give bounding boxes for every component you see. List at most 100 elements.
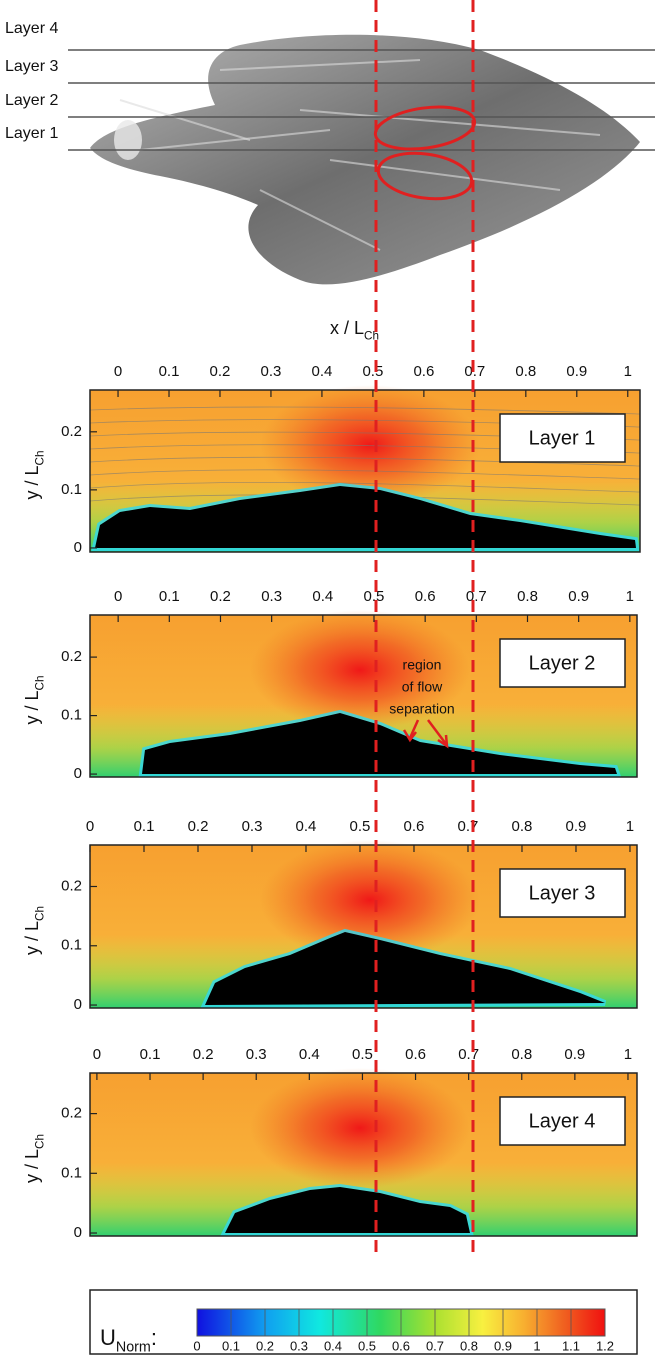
leaf-streak	[299, 109, 601, 136]
y-axis-title-base: y / L	[22, 690, 42, 724]
y-tick-label: 0.2	[61, 1105, 82, 1122]
streamline	[89, 469, 641, 480]
x-tick-label: 0.8	[511, 1046, 532, 1063]
y-axis-title-sub: Ch	[33, 1134, 46, 1149]
title-box	[499, 868, 626, 918]
y-axis-title: y / LCh	[22, 676, 46, 725]
x-tick-label: 0.5	[350, 818, 371, 835]
colorbar-tick-label: 0	[193, 1338, 200, 1353]
body	[142, 713, 617, 774]
leaf-streak	[329, 159, 561, 191]
y-axis-title: y / LCh	[22, 906, 46, 955]
y-tick-label: 0	[74, 996, 82, 1013]
y-axis-title-sub: Ch	[33, 451, 46, 466]
y-tick-label: 0.2	[61, 877, 82, 894]
x-tick-label: 0.5	[352, 1046, 373, 1063]
y-axis-title-base: y / L	[22, 921, 42, 955]
x-tick-label: 0.4	[311, 363, 332, 380]
frame	[89, 1072, 638, 1237]
x-tick-label: 0.1	[140, 1046, 161, 1063]
colorbar-title-end: :	[151, 1325, 157, 1350]
x-tick-label: 0.9	[566, 363, 587, 380]
colorbar-tick-label: 0.9	[494, 1338, 512, 1353]
x-tick-label: 0.5	[362, 363, 383, 380]
x-tick-label: 0.9	[564, 1046, 585, 1063]
leaf-streak	[139, 129, 331, 151]
x-tick-label: 0.2	[188, 818, 209, 835]
x-tick-label: 0.8	[517, 588, 538, 605]
x-tick-label: 0.7	[464, 363, 485, 380]
x-tick-label: 0.2	[193, 1046, 214, 1063]
x-tick-label: 0.6	[404, 818, 425, 835]
layer-line-label: Layer 1	[5, 125, 58, 142]
y-tick-label: 0	[74, 1224, 82, 1241]
annotation-arrow	[427, 719, 449, 749]
annotation: of flow	[402, 679, 443, 695]
panel-title: Layer 3	[529, 882, 596, 904]
x-tick-label: 0.3	[261, 588, 282, 605]
high-speed-region	[260, 840, 480, 960]
high-speed-region	[250, 1068, 470, 1188]
x-tick-label: 0.9	[566, 818, 587, 835]
leaf-streak	[119, 99, 251, 141]
panel-title: Layer 2	[529, 652, 596, 674]
colorbar-title-base: U	[100, 1325, 116, 1350]
layer-line-label: Layer 2	[5, 92, 58, 109]
x-tick-label: 0	[93, 1046, 101, 1063]
x-tick-label: 0.7	[458, 1046, 479, 1063]
x-axis-title: x / LCh	[330, 318, 379, 342]
x-tick-label: 0.7	[466, 588, 487, 605]
x-tick-label: 0.4	[299, 1046, 320, 1063]
high-speed-region	[260, 385, 480, 505]
frame	[89, 389, 641, 553]
title-box	[499, 413, 626, 463]
body	[205, 932, 605, 1005]
x-tick-label: 0.3	[246, 1046, 267, 1063]
frame	[89, 614, 638, 778]
colorbar-tick-label: 0.1	[222, 1338, 240, 1353]
annotation: region	[403, 657, 442, 673]
body	[225, 1187, 470, 1233]
x-tick-label: 0.3	[261, 363, 282, 380]
x-tick-label: 0	[114, 588, 122, 605]
x-tick-label: 0.9	[568, 588, 589, 605]
colorbar-tick-label: 0.6	[392, 1338, 410, 1353]
separation-ring	[373, 105, 477, 151]
colorbar-tick-label: 1.2	[596, 1338, 614, 1353]
x-axis-title-sub: Ch	[364, 329, 379, 342]
body	[95, 486, 636, 548]
colorbar-tick-label: 0.3	[290, 1338, 308, 1353]
colorbar-tick-label: 0.2	[256, 1338, 274, 1353]
annotation: separation	[389, 701, 454, 717]
panel-title: Layer 4	[529, 1110, 596, 1132]
colorbar-title-sub: Norm	[116, 1340, 151, 1356]
x-tick-label: 0.2	[210, 588, 231, 605]
y-tick-label: 0.1	[61, 937, 82, 954]
y-axis-title-base: y / L	[22, 1149, 42, 1183]
x-tick-label: 0.1	[134, 818, 155, 835]
layer-line-label: Layer 3	[5, 58, 58, 75]
y-tick-label: 0.2	[61, 423, 82, 440]
x-tick-label: 0.1	[159, 363, 180, 380]
streamline	[89, 406, 641, 415]
x-tick-label: 0.4	[296, 818, 317, 835]
y-tick-label: 0.2	[61, 648, 82, 665]
colorbar-title: UNorm:	[100, 1325, 157, 1356]
streamline	[89, 456, 641, 467]
leaf-streak	[259, 189, 381, 251]
y-axis-title: y / LCh	[22, 1134, 46, 1183]
x-tick-label: 1	[624, 1046, 632, 1063]
y-axis-title-sub: Ch	[33, 676, 46, 691]
colorbar-tick-label: 1.1	[562, 1338, 580, 1353]
y-axis-title: y / LCh	[22, 451, 46, 500]
layer-line-label: Layer 4	[5, 20, 58, 37]
title-box	[499, 1096, 626, 1146]
leaf-streak	[219, 59, 421, 71]
frame	[89, 844, 638, 1009]
x-tick-label: 0.1	[159, 588, 180, 605]
x-tick-label: 0.5	[364, 588, 385, 605]
y-axis-title-sub: Ch	[33, 906, 46, 921]
x-axis-title-base: x / L	[330, 318, 364, 338]
colorbar-tick-label: 1	[533, 1338, 540, 1353]
